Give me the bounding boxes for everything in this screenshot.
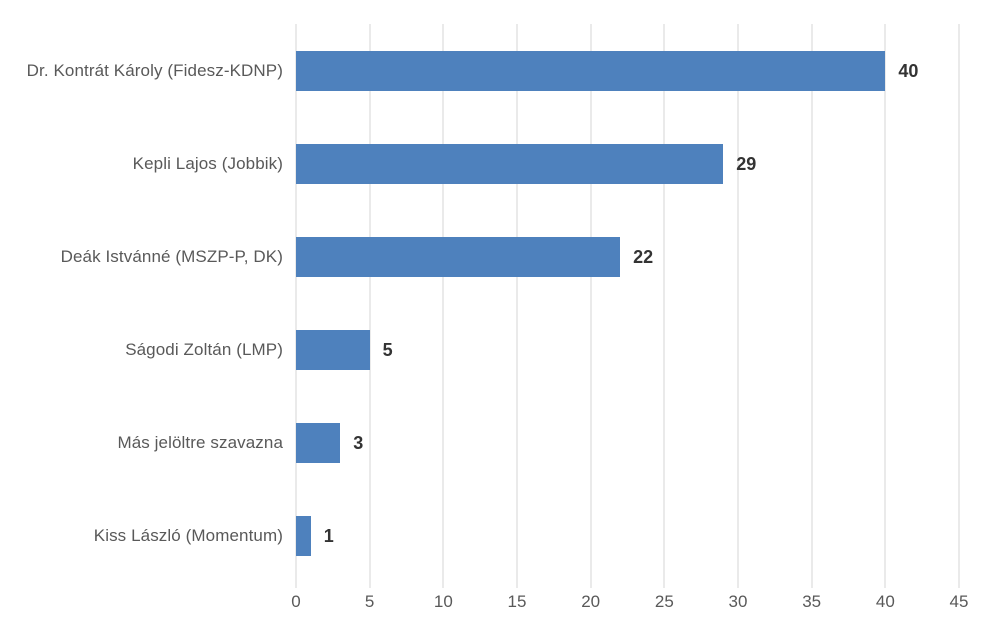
x-tick-label-15: 15 — [507, 592, 527, 611]
bar-row: 1 — [296, 489, 959, 582]
gridline-30 — [737, 24, 739, 588]
value-label: 22 — [633, 246, 654, 267]
bar-row: 5 — [296, 303, 959, 396]
gridline-0 — [295, 24, 297, 588]
x-tick-label-20: 20 — [581, 592, 601, 611]
gridline-20 — [590, 24, 592, 588]
bar-1 — [296, 50, 886, 91]
value-label: 3 — [353, 432, 364, 453]
gridline-25 — [663, 24, 665, 588]
category-axis: Dr. Kontrát Károly (Fidesz-KDNP) Kepli La… — [0, 24, 283, 582]
x-tick-label-40: 40 — [875, 592, 895, 611]
gridline-35 — [811, 24, 813, 588]
bar-6 — [296, 515, 311, 556]
category-label: Más jelöltre szavazna — [117, 432, 283, 452]
x-tick-label-10: 10 — [433, 592, 453, 611]
value-label: 1 — [323, 525, 334, 546]
category-label: Deák Istvánné (MSZP-P, DK) — [60, 246, 283, 266]
category-label: Kiss László (Momentum) — [93, 525, 283, 545]
bar-4 — [296, 329, 370, 370]
bar-2 — [296, 143, 724, 184]
category-label: Kepli Lajos (Jobbik) — [132, 153, 283, 173]
bar-row: 29 — [296, 117, 959, 210]
gridline-40 — [884, 24, 886, 588]
value-label: 5 — [382, 339, 393, 360]
gridline-45 — [958, 24, 960, 588]
bar-rows: 40 29 22 5 3 1 — [296, 24, 959, 582]
x-tick-label-30: 30 — [728, 592, 748, 611]
bar-row: 40 — [296, 24, 959, 117]
plot-area: 40 29 22 5 3 1 — [295, 24, 960, 588]
bar-row: 22 — [296, 210, 959, 303]
gridline-10 — [442, 24, 444, 588]
category-label: Ságodi Zoltán (LMP) — [125, 339, 283, 359]
gridline-15 — [516, 24, 518, 588]
category-label: Dr. Kontrát Károly (Fidesz-KDNP) — [26, 60, 283, 80]
value-label: 40 — [898, 60, 919, 81]
x-tick-label-0: 0 — [291, 592, 301, 611]
x-tick-label-25: 25 — [654, 592, 674, 611]
x-tick-label-45: 45 — [949, 592, 969, 611]
gridline-5 — [369, 24, 371, 588]
bar-row: 3 — [296, 396, 959, 489]
bar-3 — [296, 236, 621, 277]
bar-5 — [296, 422, 341, 463]
x-tick-label-35: 35 — [802, 592, 822, 611]
x-tick-label-5: 5 — [364, 592, 375, 611]
value-label: 29 — [736, 153, 757, 174]
value-axis: 0 5 10 15 20 25 30 35 40 45 — [291, 592, 968, 616]
